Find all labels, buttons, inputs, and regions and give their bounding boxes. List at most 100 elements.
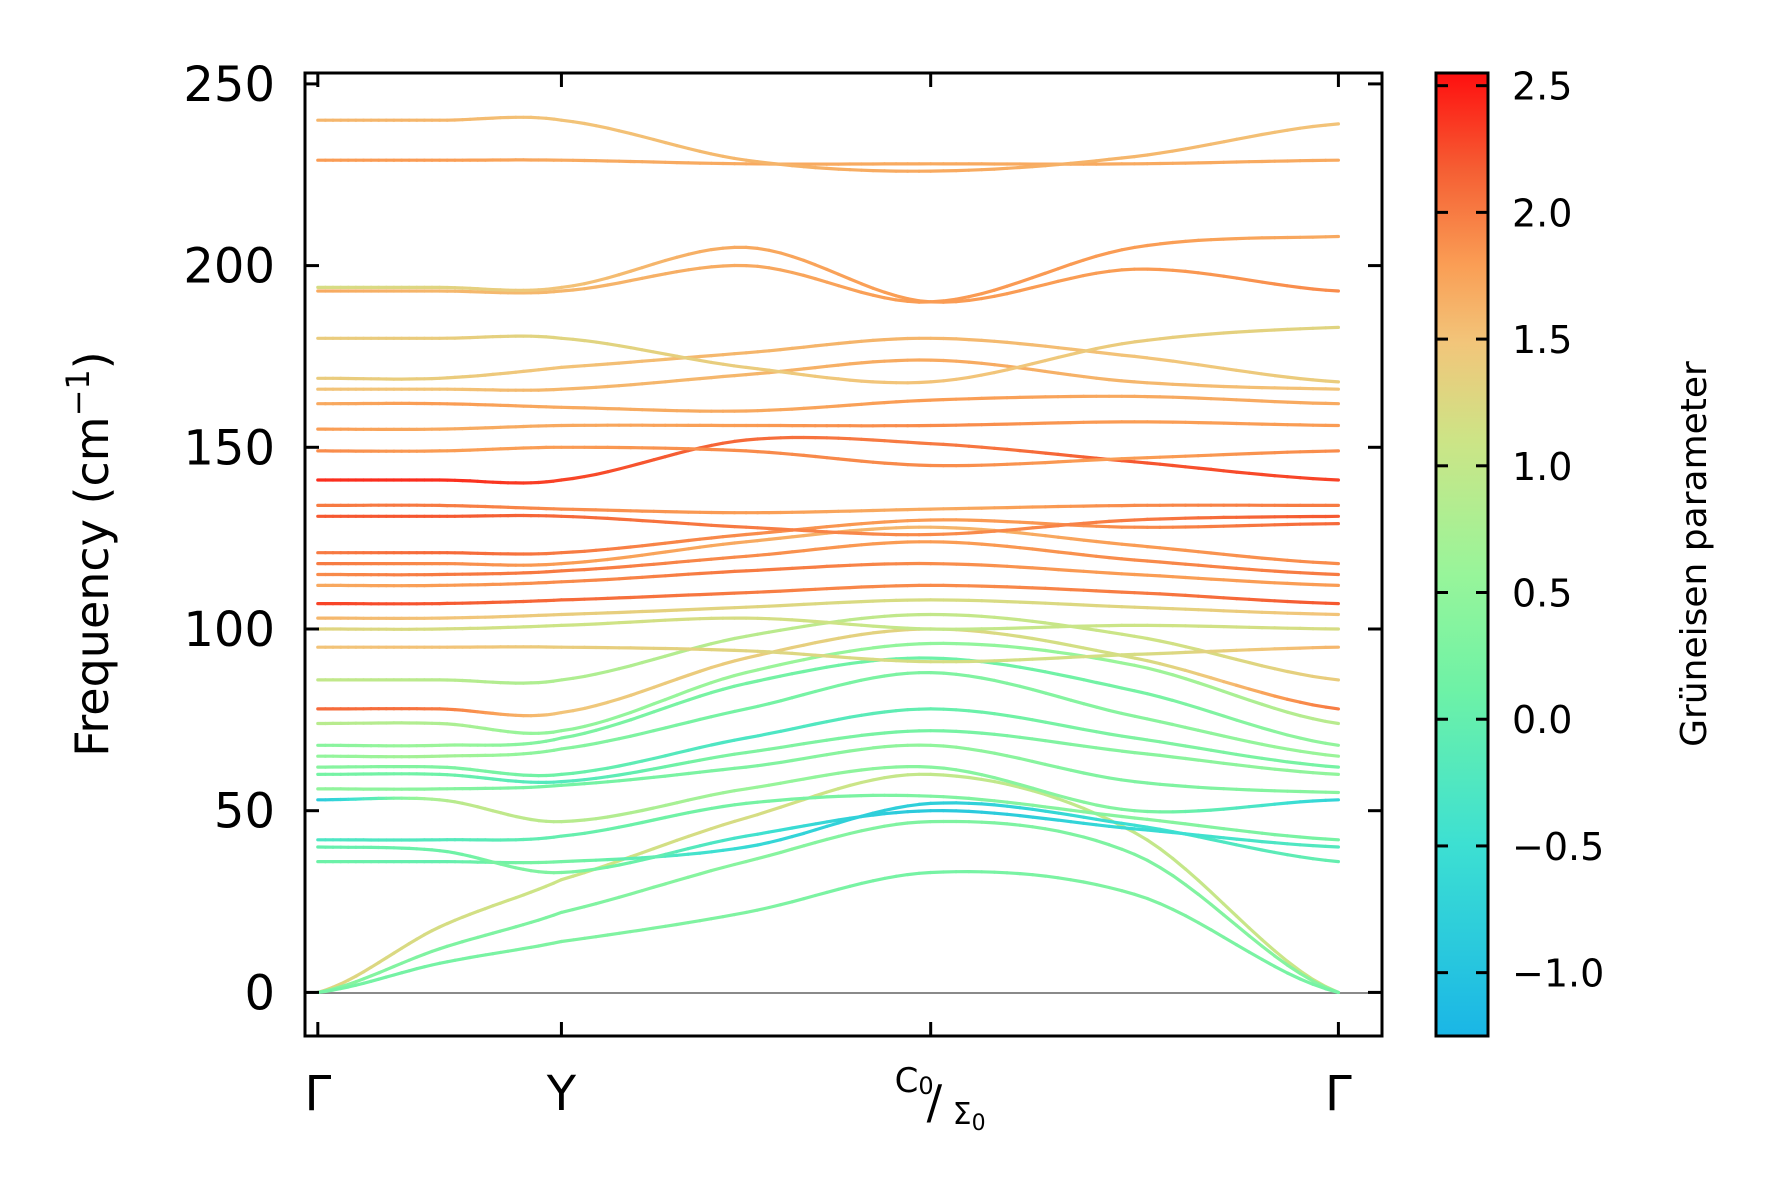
band-segment xyxy=(825,530,841,535)
band-segment xyxy=(1132,591,1149,595)
band-segment xyxy=(790,452,806,457)
band-segment xyxy=(755,160,771,165)
band-segment xyxy=(1209,676,1226,684)
band-segment xyxy=(894,804,910,810)
band-segment xyxy=(698,606,714,611)
band-segment xyxy=(755,436,771,441)
band-segment xyxy=(1120,632,1137,638)
band-segment xyxy=(1311,560,1328,565)
x-tick-label-c0: C0 xyxy=(895,1061,934,1101)
band-segment xyxy=(882,643,898,649)
band-segment xyxy=(640,729,656,736)
band-segment xyxy=(1171,783,1188,789)
band-segment xyxy=(1056,459,1073,464)
band-segment xyxy=(1018,684,1035,692)
band-segment xyxy=(1081,588,1098,593)
band-segment xyxy=(652,519,667,524)
band-segment xyxy=(1183,396,1200,400)
band-segment xyxy=(802,366,817,371)
band-segment xyxy=(848,622,864,627)
band-segment xyxy=(571,706,587,713)
band-segment xyxy=(709,838,725,845)
band-segment xyxy=(755,762,771,768)
band-segment xyxy=(744,785,760,791)
band-segment xyxy=(617,710,633,719)
band-segment xyxy=(605,273,621,280)
band-segment xyxy=(848,713,864,719)
band-segment xyxy=(744,350,760,355)
band-segment xyxy=(1132,892,1149,901)
band-segment xyxy=(582,279,598,286)
band-segment xyxy=(1005,658,1022,662)
band-segment xyxy=(709,556,725,561)
band-segment xyxy=(1120,814,1137,820)
band-segment xyxy=(767,838,783,845)
band-segment xyxy=(980,810,997,815)
band-segment xyxy=(871,629,887,635)
band-segment xyxy=(1145,151,1162,157)
band-segment xyxy=(848,585,864,590)
band-segment xyxy=(859,732,875,738)
band-segment xyxy=(1196,608,1213,612)
band-segment xyxy=(1171,239,1188,245)
band-segment xyxy=(1311,703,1328,709)
band-segment xyxy=(882,628,898,634)
band-segment xyxy=(1081,603,1098,608)
band-segment xyxy=(1234,683,1251,691)
band-segment xyxy=(1209,237,1226,242)
band-segment xyxy=(755,349,771,354)
band-segment xyxy=(1094,882,1111,890)
band-segment xyxy=(1107,708,1124,716)
band-segment xyxy=(629,609,644,614)
band-segment xyxy=(894,519,910,523)
band-segment xyxy=(790,270,806,277)
band-segment xyxy=(941,671,958,676)
band-segment xyxy=(686,356,702,362)
band-segment xyxy=(871,338,887,342)
band-segment xyxy=(1247,597,1264,602)
band-segment xyxy=(954,337,971,342)
band-segment xyxy=(1183,668,1200,676)
band-segment xyxy=(1081,626,1098,632)
band-segment xyxy=(1081,553,1098,558)
band-segment xyxy=(1081,702,1098,709)
band-segment xyxy=(709,246,725,252)
band-segment xyxy=(1107,824,1124,830)
band-segment xyxy=(559,782,575,787)
colorbar-tick-label: −0.5 xyxy=(1512,825,1604,869)
band-segment xyxy=(744,264,760,268)
band-segment xyxy=(1273,729,1290,737)
band-segment xyxy=(640,542,656,548)
band-segment xyxy=(767,529,783,535)
band-segment xyxy=(1222,397,1239,402)
band-segment xyxy=(755,840,771,847)
band-segment xyxy=(905,802,921,808)
band-segment xyxy=(1158,651,1175,656)
band-20 xyxy=(316,540,1341,577)
band-segment xyxy=(652,357,667,362)
band-segment xyxy=(848,829,864,836)
band-segment xyxy=(859,531,875,536)
band-segment xyxy=(1171,856,1188,871)
band-segment xyxy=(1234,566,1251,571)
band-segment xyxy=(836,649,852,655)
band-segment xyxy=(790,566,806,571)
band-segment xyxy=(1158,669,1175,677)
band-segment xyxy=(755,747,771,753)
band-segment xyxy=(954,359,971,364)
band-segment xyxy=(1298,714,1315,721)
band-segment xyxy=(698,793,714,800)
band-25 xyxy=(316,435,1341,485)
band-segment xyxy=(1183,650,1200,655)
band-segment xyxy=(1234,596,1251,601)
band-segment xyxy=(1183,607,1200,612)
band-segment xyxy=(698,571,714,576)
band-segment xyxy=(1094,653,1111,658)
band-segment xyxy=(1081,458,1098,463)
band-segment xyxy=(640,855,656,862)
band-segment xyxy=(755,649,771,654)
band-segment xyxy=(1120,686,1137,693)
band-segment xyxy=(755,853,771,861)
band-segment xyxy=(1209,834,1226,840)
band-segment xyxy=(1120,825,1137,831)
